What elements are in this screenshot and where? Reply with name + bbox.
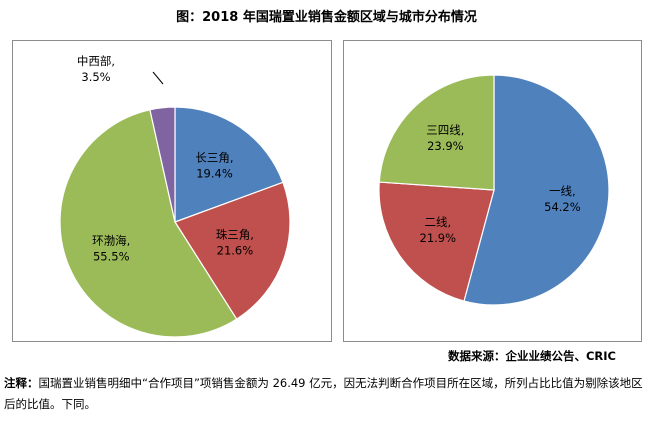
leader-line xyxy=(152,71,164,85)
slice-value-label: 23.9% xyxy=(427,139,464,153)
city-tier-pie-panel: 一线, 54.2% 二线, 21.9% 三四线, 23.9% xyxy=(343,40,642,342)
data-source: 数据来源：企业业绩公告、CRIC xyxy=(447,349,616,363)
region-pie-panel: 长三角, 19.4% 珠三角, 21.6% 环渤海, 55.5% 中西部, 3.5% xyxy=(12,40,332,342)
slice-value-label: 21.9% xyxy=(420,231,457,245)
slice-category-label: 中西部, xyxy=(77,54,115,68)
pie-slice-region-0 xyxy=(174,106,284,223)
pie-slice-tier-2 xyxy=(378,74,495,191)
pie-slice-tier-1 xyxy=(378,181,495,302)
slice-category-label: 二线, xyxy=(424,215,451,229)
slice-category-label: 三四线, xyxy=(426,123,464,137)
slice-category-label: 一线, xyxy=(549,184,576,198)
slice-value-label: 19.4% xyxy=(196,166,233,180)
slice-category-label: 环渤海, xyxy=(92,233,130,247)
city-tier-pie-chart: 一线, 54.2% 二线, 21.9% 三四线, 23.9% xyxy=(378,74,610,306)
pie-slice-region-1 xyxy=(174,181,291,320)
slice-category-label: 珠三角, xyxy=(216,227,254,241)
pie-slice-tier-0 xyxy=(463,74,610,306)
chart-title: 图：2018 年国瑞置业销售金额区域与城市分布情况 xyxy=(176,10,477,25)
slice-value-label: 3.5% xyxy=(81,70,110,84)
pie-slice-region-2 xyxy=(59,109,238,338)
pie-slice-region-3 xyxy=(149,106,176,223)
footnote-prefix: 注释： xyxy=(4,376,39,390)
footnote: 注释：国瑞置业销售明细中“合作项目”项销售金额为 26.49 亿元，因无法判断合… xyxy=(4,373,644,415)
footnote-text: 国瑞置业销售明细中“合作项目”项销售金额为 26.49 亿元，因无法判断合作项目… xyxy=(4,376,643,411)
slice-value-label: 55.5% xyxy=(93,249,130,263)
slice-value-label: 21.6% xyxy=(217,243,254,257)
slice-category-label: 长三角, xyxy=(195,150,233,164)
region-pie-chart: 长三角, 19.4% 珠三角, 21.6% 环渤海, 55.5% 中西部, 3.5% xyxy=(59,54,291,338)
slice-value-label: 54.2% xyxy=(544,200,581,214)
